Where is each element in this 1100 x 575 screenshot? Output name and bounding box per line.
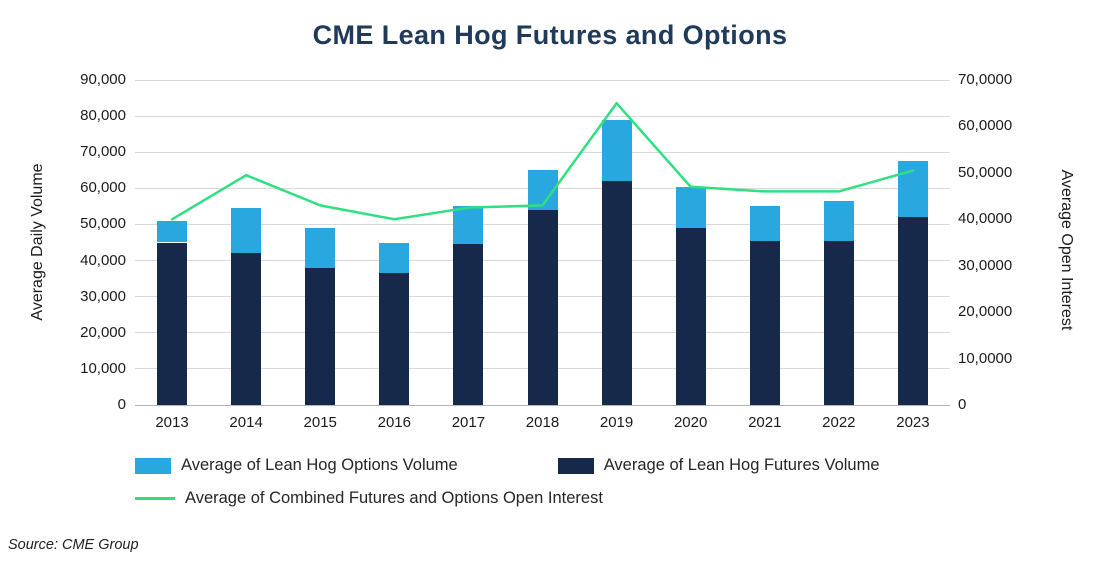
legend-label: Average of Lean Hog Options Volume	[181, 456, 458, 474]
bar-options-volume-segment	[675, 186, 706, 229]
bar-futures-volume-segment	[675, 228, 706, 405]
right-axis-tick-label: 40,0000	[958, 210, 1013, 228]
x-axis-tick-label: 2014	[229, 414, 263, 431]
bar-options-volume-segment	[453, 206, 484, 245]
bar-options-volume-segment	[601, 119, 632, 182]
x-axis-tick-label: 2021	[748, 414, 782, 431]
right-axis-tick-label: 50,0000	[958, 163, 1013, 181]
left-axis-tick-label: 0	[117, 396, 126, 413]
left-axis-tick-label: 80,000	[80, 107, 126, 125]
left-axis-tick-label: 60,000	[80, 179, 126, 197]
bar-options-volume-segment	[157, 220, 188, 243]
bar-options-volume-segment	[749, 206, 780, 241]
bar-futures-volume-segment	[453, 244, 484, 405]
x-axis-tick-label: 2018	[525, 414, 560, 431]
x-axis-line	[135, 404, 950, 406]
bar-futures-volume-segment	[823, 240, 854, 405]
x-axis-tick-label: 2022	[822, 414, 856, 431]
x-axis-tick-label: 2023	[896, 414, 930, 431]
legend-label: Average of Combined Futures and Options …	[185, 489, 603, 507]
right-axis-tick-label: 20,0000	[958, 303, 1013, 321]
bar-futures-volume-segment	[379, 273, 410, 405]
x-axis-tick-label: 2015	[303, 414, 337, 431]
x-axis-tick-label: 2019	[599, 414, 634, 431]
legend-label: Average of Lean Hog Futures Volume	[603, 456, 880, 474]
x-axis-tick-label: 2016	[377, 414, 411, 431]
bar-options-volume-segment	[231, 208, 262, 254]
plot-area: 2013 2014 2015 2016 2017 2018 2019 2020 2021 2022…	[135, 79, 950, 431]
bar-futures-volume-segment	[749, 240, 780, 405]
bar-options-volume-segment	[379, 242, 410, 274]
legend: Average of Lean Hog Options Volume Avera…	[135, 456, 980, 508]
bar-futures-volume-segment	[231, 253, 262, 405]
right-axis-tick-label: 60,0000	[958, 117, 1013, 135]
source-note: Source: CME Group	[8, 537, 139, 553]
gridline	[135, 115, 950, 117]
legend-item-options-volume: Average of Lean Hog Options Volume	[135, 456, 458, 475]
open-interest-line-swatch-icon	[135, 497, 175, 500]
bar-futures-volume-segment	[527, 210, 558, 405]
bar-futures-volume-segment	[157, 242, 188, 405]
chart-title: CME Lean Hog Futures and Options	[312, 20, 788, 50]
left-axis-tick-label: 70,000	[80, 143, 126, 161]
legend-item-futures-volume: Average of Lean Hog Futures Volume	[557, 456, 880, 475]
legend-item-open-interest: Average of Combined Futures and Options …	[135, 489, 603, 508]
x-axis-tick-label: 2017	[451, 414, 486, 431]
gridline	[135, 79, 950, 81]
bar-futures-volume-segment	[601, 181, 632, 405]
bar-futures-volume-segment	[305, 267, 336, 405]
right-axis-tick-label: 0	[958, 396, 967, 413]
bar-options-volume-segment	[823, 200, 854, 241]
right-axis-tick-label: 70,0000	[958, 71, 1013, 88]
left-axis-tick-label: 90,000	[80, 71, 126, 88]
bar-options-volume-segment	[305, 228, 336, 268]
x-axis-tick-label: 2020	[673, 414, 708, 431]
left-axis-tick-label: 30,000	[80, 287, 126, 305]
left-axis-tick-label: 10,000	[80, 359, 126, 377]
x-axis-tick-label: 2013	[155, 414, 189, 431]
futures-volume-swatch-icon	[557, 457, 594, 474]
left-axis-tick-label: 20,000	[80, 323, 126, 341]
left-axis-title: Average Daily Volume	[29, 163, 46, 321]
right-axis-tick-label: 10,0000	[958, 349, 1013, 367]
right-axis-tick-label: 30,0000	[958, 256, 1013, 274]
right-axis-title: Average Open Interest	[1058, 169, 1075, 331]
open-interest-line	[170, 101, 915, 221]
options-volume-swatch-icon	[135, 457, 171, 474]
left-axis-tick-label: 50,000	[80, 215, 126, 233]
gridline	[135, 151, 950, 153]
left-axis-tick-label: 40,000	[80, 251, 126, 269]
bar-futures-volume-segment	[897, 217, 928, 405]
